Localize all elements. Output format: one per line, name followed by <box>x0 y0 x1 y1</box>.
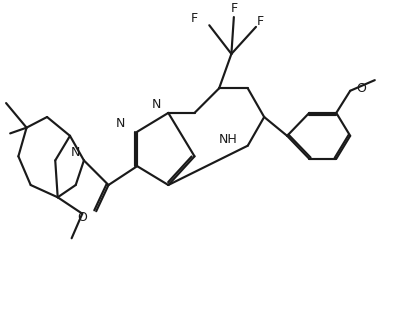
Text: N: N <box>116 117 126 130</box>
Text: F: F <box>230 2 237 15</box>
Text: O: O <box>356 82 366 95</box>
Text: N: N <box>71 146 80 159</box>
Text: N: N <box>151 98 161 111</box>
Text: NH: NH <box>219 134 238 146</box>
Text: F: F <box>191 12 198 25</box>
Text: O: O <box>77 211 87 224</box>
Text: F: F <box>257 15 264 28</box>
